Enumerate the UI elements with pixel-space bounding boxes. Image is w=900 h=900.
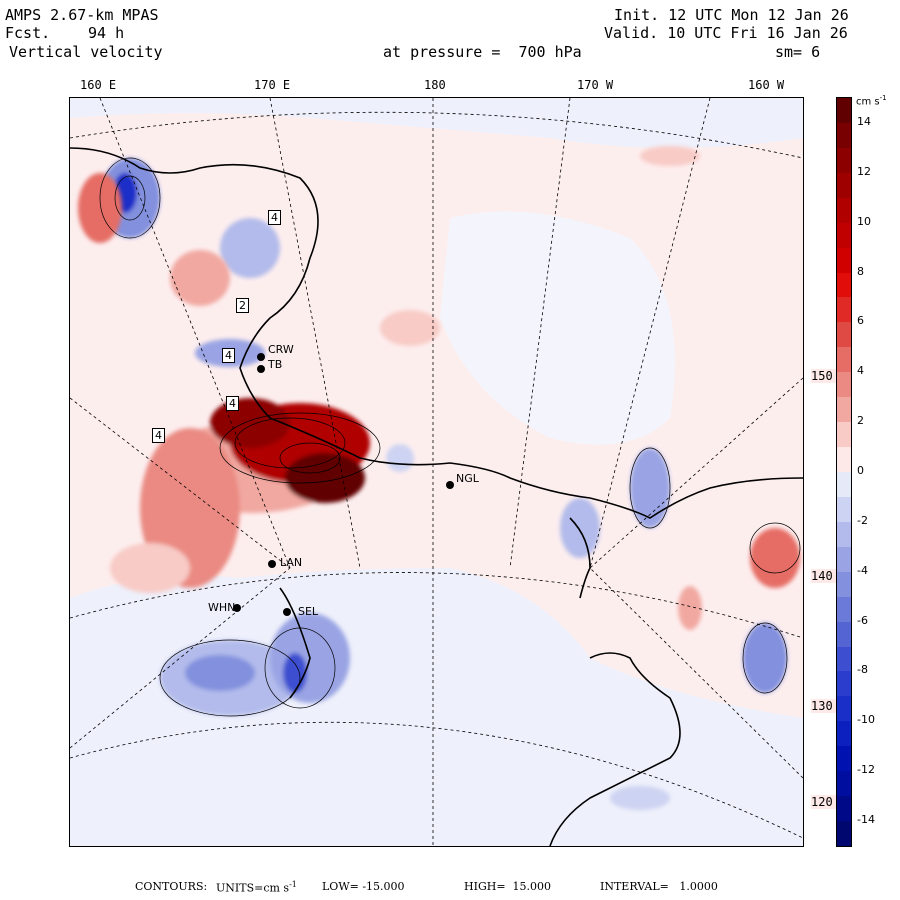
colorbar-tick-label: -4 (857, 563, 868, 577)
colorbar-segment (837, 272, 851, 298)
station-lan-marker (268, 560, 276, 568)
station-tb-marker (257, 365, 265, 373)
colorbar-segment (837, 821, 851, 846)
lon-label-160e: 160 E (80, 78, 117, 92)
negative-velocity-blobs (100, 158, 787, 810)
station-crw-marker (257, 353, 265, 361)
colorbar-segment (837, 147, 851, 173)
contour-label-box: 4 (226, 396, 239, 411)
forecast-label: Fcst. (5, 24, 51, 42)
dense-contours (99, 157, 801, 717)
colorbar-segment (837, 447, 851, 472)
colorbar-units: cm s-1 (856, 94, 887, 108)
colorbar-tick-label: -12 (857, 763, 875, 777)
colorbar-tick-label: -6 (857, 613, 868, 627)
weak-negative-regions (70, 98, 803, 846)
lon-label-170e: 170 E (254, 78, 291, 92)
station-sel-marker (283, 608, 291, 616)
station-tb-label: TB (268, 358, 283, 371)
contour-label-box: 2 (236, 298, 249, 313)
colorbar-tick-label: 14 (857, 114, 871, 128)
colorbar-segment (837, 98, 851, 123)
model-title: AMPS 2.67-km MPAS (5, 6, 159, 24)
colorbar-segment (837, 372, 851, 398)
colorbar-segment (837, 496, 851, 522)
station-ngl-label: NGL (456, 472, 479, 485)
colorbar-segment (837, 796, 851, 822)
colorbar-segment (837, 472, 851, 497)
positive-velocity-blobs (78, 146, 800, 630)
colorbar-segment (837, 771, 851, 797)
lon-label-160w: 160 W (748, 78, 785, 92)
colorbar-segment (837, 571, 851, 597)
station-crw-label: CRW (268, 343, 294, 356)
colorbar-segment (837, 172, 851, 198)
colorbar-segment (837, 222, 851, 248)
colorbar-segment (837, 197, 851, 223)
colorbar-segment (837, 696, 851, 722)
contour-label-box: 4 (152, 428, 165, 443)
colorbar-segment (837, 646, 851, 672)
map-canvas (70, 98, 803, 846)
init-time: Init. 12 UTC Mon 12 Jan 26 (614, 6, 849, 24)
colorbar-tick-label: -10 (857, 713, 875, 727)
colorbar-tick-label: 4 (857, 364, 864, 378)
colorbar-segment (837, 671, 851, 697)
colorbar-segment (837, 297, 851, 323)
colorbar-tick-label: 2 (857, 414, 864, 428)
colorbar (836, 97, 852, 847)
colorbar-segment (837, 546, 851, 572)
colorbar-tick-label: 10 (857, 214, 871, 228)
colorbar-segment (837, 422, 851, 448)
colorbar-segment (837, 322, 851, 348)
coastline (70, 147, 803, 846)
station-whn-label: WHN (208, 601, 236, 614)
colorbar-segment (837, 247, 851, 273)
station-ngl-marker (446, 481, 454, 489)
map-graticule (70, 98, 803, 846)
footer-contours: CONTOURS: (135, 880, 208, 893)
vertical-velocity-map: NGL LAN WHN SEL CRW TB 4 2 4 4 4 (69, 97, 804, 847)
station-lan-label: LAN (280, 556, 303, 569)
field-name: Vertical velocity (9, 43, 163, 61)
footer-low: LOW= -15.000 (322, 880, 405, 893)
colorbar-segment (837, 621, 851, 647)
colorbar-segment (837, 397, 851, 423)
station-sel-label: SEL (298, 605, 319, 618)
smoothing-value: sm= 6 (775, 43, 821, 61)
colorbar-tick-label: 6 (857, 314, 864, 328)
forecast-hour: 94 h (88, 24, 125, 42)
colorbar-tick-label: -14 (857, 813, 875, 827)
colorbar-tick-label: -2 (857, 513, 868, 527)
footer-interval: INTERVAL= 1.0000 (600, 880, 718, 893)
colorbar-tick-label: 12 (857, 164, 871, 178)
lon-label-170w: 170 W (577, 78, 614, 92)
contour-label-box: 4 (268, 210, 281, 225)
footer-high: HIGH= 15.000 (464, 880, 552, 893)
colorbar-tick-label: -8 (857, 663, 868, 677)
footer-units: UNITS=cm s-1 (216, 880, 297, 895)
contour-label-box: 4 (222, 348, 235, 363)
colorbar-segment (837, 596, 851, 622)
colorbar-segment (837, 347, 851, 373)
colorbar-segment (837, 746, 851, 772)
colorbar-segment (837, 122, 851, 148)
colorbar-tick-label: 0 (857, 464, 864, 477)
colorbar-segment (837, 521, 851, 547)
station-whn-marker (233, 604, 241, 612)
colorbar-segment (837, 721, 851, 747)
colorbar-tick-label: 8 (857, 264, 864, 278)
pressure-level: at pressure = 700 hPa (383, 43, 582, 61)
valid-time: Valid. 10 UTC Fri 16 Jan 26 (604, 24, 848, 42)
lon-label-180: 180 (424, 78, 446, 92)
